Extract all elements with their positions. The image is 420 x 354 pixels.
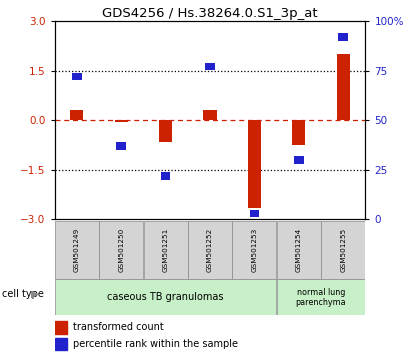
Text: normal lung
parenchyma: normal lung parenchyma — [296, 287, 346, 307]
Bar — [249, 210, 259, 217]
Bar — [55, 221, 99, 279]
Text: transformed count: transformed count — [73, 322, 164, 332]
Bar — [144, 221, 188, 279]
Text: GSM501255: GSM501255 — [340, 228, 346, 273]
Bar — [70, 110, 84, 120]
Bar — [321, 221, 365, 279]
Bar — [55, 321, 67, 334]
Bar — [159, 120, 172, 142]
Bar — [277, 279, 365, 315]
Bar — [188, 221, 232, 279]
Bar — [203, 110, 217, 120]
Bar — [294, 156, 304, 164]
Bar — [232, 221, 276, 279]
Text: caseous TB granulomas: caseous TB granulomas — [108, 292, 224, 302]
Bar — [116, 143, 126, 150]
Bar — [205, 63, 215, 70]
Text: GSM501251: GSM501251 — [163, 228, 168, 273]
Bar — [292, 120, 305, 145]
Text: GSM501254: GSM501254 — [296, 228, 302, 273]
Bar — [115, 120, 128, 122]
Text: GSM501250: GSM501250 — [118, 228, 124, 273]
Bar — [339, 34, 348, 41]
Bar — [161, 172, 171, 179]
Text: percentile rank within the sample: percentile rank within the sample — [73, 339, 238, 349]
Bar — [248, 120, 261, 208]
Bar — [72, 73, 81, 80]
Bar — [55, 279, 276, 315]
Title: GDS4256 / Hs.38264.0.S1_3p_at: GDS4256 / Hs.38264.0.S1_3p_at — [102, 7, 318, 20]
Text: GSM501249: GSM501249 — [74, 228, 80, 273]
Bar — [55, 338, 67, 350]
Text: GSM501252: GSM501252 — [207, 228, 213, 273]
Text: ▶: ▶ — [31, 289, 39, 299]
Bar — [277, 221, 321, 279]
Text: GSM501253: GSM501253 — [252, 228, 257, 273]
Text: cell type: cell type — [2, 289, 44, 299]
Bar — [336, 54, 350, 120]
Bar — [99, 221, 143, 279]
